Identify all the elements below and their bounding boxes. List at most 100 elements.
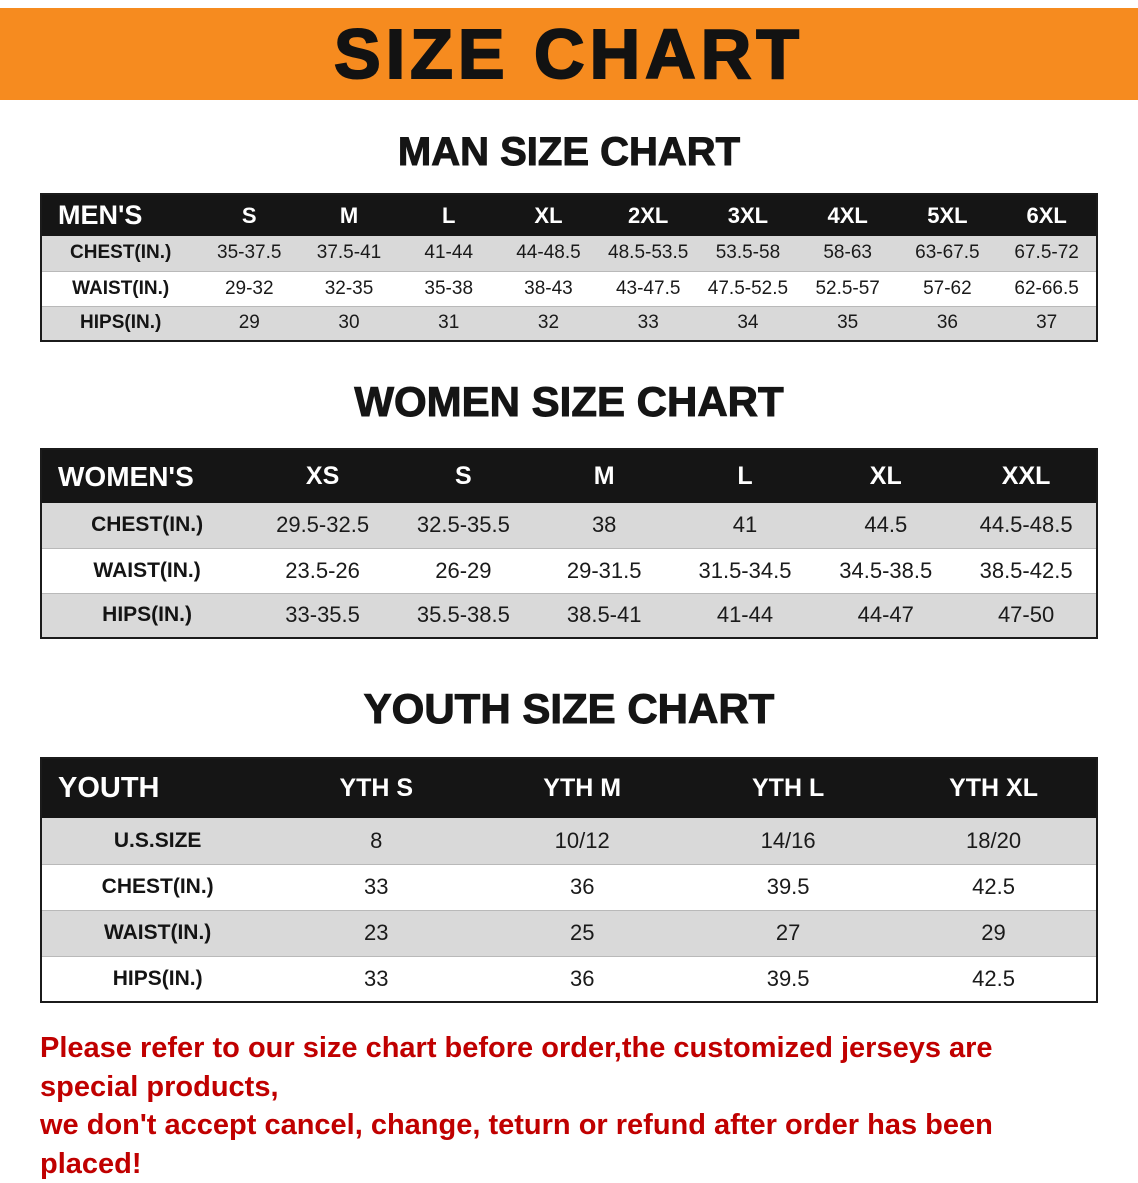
size-value: 42.5: [972, 965, 1015, 991]
size-value: 35-38: [424, 277, 474, 299]
size-value: 31.5-34.5: [698, 557, 792, 583]
size-column-header: M: [339, 202, 359, 228]
disclaimer-line-1: Please refer to our size chart before or…: [40, 1032, 993, 1103]
table-row: HIPS(IN.) 33 36 39.5 42.5: [41, 956, 1097, 1002]
table-corner-label: WOMEN'S: [58, 460, 194, 492]
size-value: 18/20: [966, 827, 1022, 853]
size-value: 26-29: [435, 557, 492, 583]
size-value: 44-47: [857, 602, 914, 628]
size-value: 23: [364, 920, 389, 945]
size-value: 67.5-72: [1014, 242, 1079, 264]
size-column-header: XXL: [1001, 462, 1051, 490]
size-value: 42.5: [972, 874, 1015, 899]
size-value: 58-63: [823, 242, 872, 264]
title-banner: SIZE CHART: [0, 8, 1138, 100]
size-chart-page: SIZE CHART MAN SIZE CHART MEN'S S M L XL 2XL 3…: [0, 8, 1138, 1180]
size-value: 44.5: [864, 512, 908, 538]
size-value: 52.5-57: [815, 277, 880, 299]
size-value: 33: [364, 965, 389, 991]
size-value: 30: [338, 312, 360, 334]
table-row: HIPS(IN.) 29 30 31 32 33 34 35 36 37: [41, 306, 1097, 341]
size-value: 29: [238, 312, 260, 334]
disclaimer-line-2: we don't accept cancel, change, teturn o…: [40, 1109, 993, 1180]
size-value: 38: [591, 512, 617, 538]
size-column-header: 2XL: [628, 202, 669, 228]
size-value: 41: [732, 512, 758, 538]
row-label: HIPS(IN.): [80, 312, 162, 334]
size-value: 44-48.5: [516, 242, 581, 264]
size-value: 32: [537, 312, 560, 334]
size-column-header: XS: [305, 462, 340, 490]
table-row: CHEST(IN.) 35-37.5 37.5-41 41-44 44-48.5 48.5…: [41, 236, 1097, 271]
size-value: 36: [569, 965, 595, 991]
size-value: 33: [637, 312, 659, 334]
size-value: 57-62: [923, 277, 972, 299]
row-label: WAIST(IN.): [103, 921, 212, 944]
size-value: 31: [438, 312, 460, 334]
table-corner-label: MEN'S: [58, 200, 143, 230]
women-section-heading: WOMEN SIZE CHART: [354, 378, 784, 426]
size-value: 37.5-41: [316, 242, 382, 264]
size-value: 36: [569, 874, 595, 899]
table-row: WAIST(IN.) 23 25 27 29: [41, 910, 1097, 956]
row-label: WAIST(IN.): [72, 277, 170, 299]
size-value: 32-35: [324, 277, 374, 299]
size-value: 23.5-26: [285, 557, 360, 583]
row-label: HIPS(IN.): [112, 966, 203, 990]
size-column-header: YTH L: [752, 774, 825, 802]
size-value: 53.5-58: [715, 242, 781, 264]
size-value: 10/12: [554, 827, 610, 853]
size-value: 29: [981, 920, 1006, 945]
size-value: 47-50: [997, 602, 1055, 628]
size-column-header: YTH XL: [949, 774, 1038, 802]
row-label: U.S.SIZE: [113, 828, 202, 852]
size-value: 35: [837, 312, 859, 334]
table-header-row: MEN'S S M L XL 2XL 3XL 4XL 5XL 6XL: [41, 194, 1097, 236]
disclaimer-text: Please refer to our size chart before or…: [40, 1029, 1098, 1183]
size-value: 41-44: [716, 602, 774, 628]
size-value: 39.5: [766, 874, 810, 899]
size-column-header: YTH S: [339, 774, 414, 802]
women-size-table: WOMEN'S XS S M L XL XXL CHEST(IN.) 29.5-32.5 32.5…: [40, 448, 1098, 639]
size-value: 38.5-42.5: [979, 557, 1073, 583]
row-label: WAIST(IN.): [93, 558, 201, 582]
row-label: CHEST(IN.): [101, 875, 214, 898]
size-column-header: L: [442, 202, 456, 228]
size-column-header: L: [737, 462, 753, 490]
size-value: 35-37.5: [217, 242, 282, 264]
men-size-table: MEN'S S M L XL 2XL 3XL 4XL 5XL 6XL CHEST(IN.) 35-37…: [40, 193, 1098, 342]
size-value: 47.5-52.5: [707, 277, 789, 299]
size-value: 36: [936, 312, 958, 334]
table-corner-label: YOUTH: [58, 772, 160, 804]
table-row: CHEST(IN.) 33 36 39.5 42.5: [41, 864, 1097, 910]
men-section-heading: MAN SIZE CHART: [397, 130, 741, 175]
size-value: 29-31.5: [566, 557, 642, 583]
size-value: 41-44: [424, 242, 474, 264]
size-value: 38.5-41: [566, 602, 642, 628]
size-column-header: XL: [534, 202, 563, 228]
size-value: 34.5-38.5: [839, 557, 933, 583]
table-header-row: WOMEN'S XS S M L XL XXL: [41, 449, 1097, 503]
size-value: 25: [569, 920, 595, 945]
size-value: 63-67.5: [915, 242, 980, 264]
size-value: 62-66.5: [1014, 277, 1079, 299]
size-value: 38-43: [524, 277, 573, 299]
size-value: 33: [364, 874, 389, 899]
size-value: 34: [737, 312, 759, 334]
size-column-header: S: [241, 202, 257, 228]
size-column-header: 3XL: [727, 202, 769, 228]
size-value: 39.5: [766, 965, 810, 991]
size-column-header: 4XL: [827, 202, 868, 228]
youth-size-table: YOUTH YTH S YTH M YTH L YTH XL U.S.SIZE 8 10/12…: [40, 757, 1098, 1003]
size-column-header: XL: [869, 462, 902, 490]
table-row: U.S.SIZE 8 10/12 14/16 18/20: [41, 818, 1097, 864]
size-value: 48.5-53.5: [608, 242, 689, 264]
size-column-header: 5XL: [927, 202, 968, 228]
size-column-header: YTH M: [543, 774, 622, 802]
page-title: SIZE CHART: [333, 14, 804, 94]
size-column-header: S: [455, 462, 472, 490]
size-value: 14/16: [760, 827, 816, 853]
size-column-header: M: [593, 462, 615, 490]
size-value: 32.5-35.5: [416, 512, 510, 538]
row-label: HIPS(IN.): [102, 603, 193, 627]
